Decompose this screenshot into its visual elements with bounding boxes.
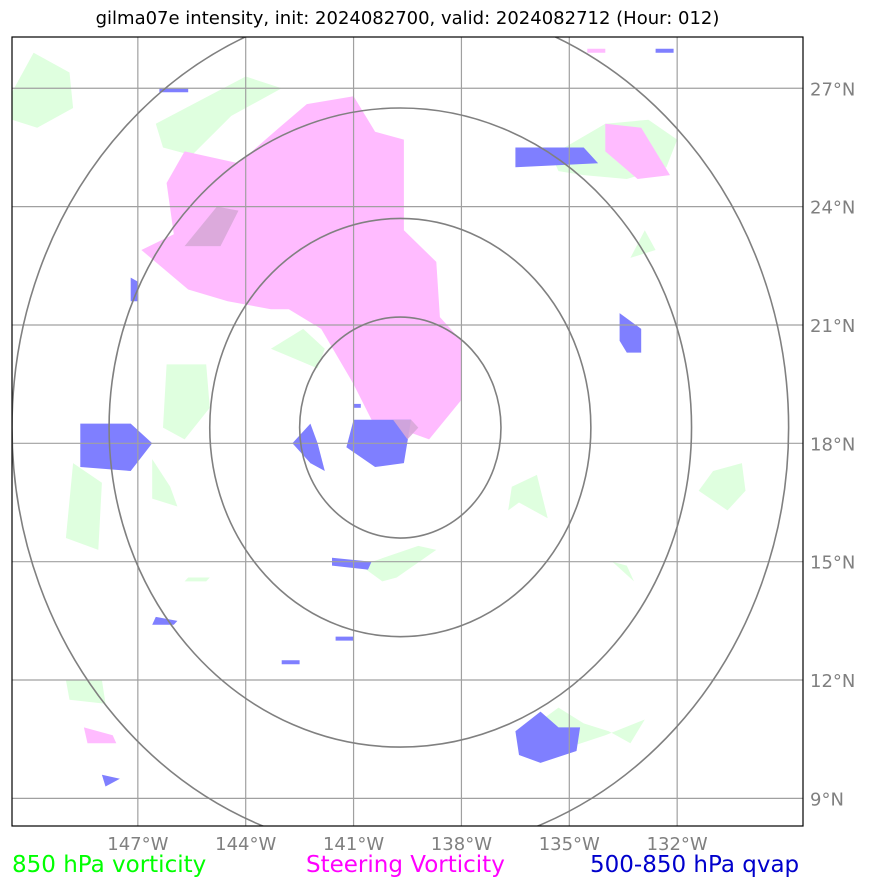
range-ring-2 [108,107,693,748]
x-tick-label-5: 132°W [647,834,708,855]
vort850-region-3 [630,230,656,258]
y-tick-labels: 9°N 12°N 15°N 18°N 21°N 24°N 27°N [810,79,855,810]
x-tick-label-0: 147°W [107,834,168,855]
qvap-region-0 [80,423,153,471]
plot-frame [11,36,804,827]
y-tick-label-3: 18°N [810,434,855,455]
legend-850-hpa-vorticity: 850 hPa vorticity [12,852,207,878]
qvap-region-13 [101,774,120,787]
legend-qvap: 500-850 hPa qvap [590,852,800,878]
vort850-region-8 [508,474,548,519]
x-tick-labels: 147°W 144°W 141°W 138°W 135°W 132°W [107,834,708,855]
qvap-region-14 [353,403,361,408]
overlap-region-0 [184,206,239,247]
range-ring-3 [12,37,790,826]
y-tick-label-6: 27°N [810,79,855,100]
qvap-region-6 [159,88,189,93]
y-tick-label-5: 24°N [810,198,855,219]
steering-region-2 [605,123,670,179]
legend-steering-vorticity: Steering Vorticity [306,852,505,878]
x-tick-label-3: 138°W [431,834,492,855]
qvap-region-2 [292,423,325,471]
qvap-region-4 [619,313,642,353]
qvap-region-7 [655,48,674,53]
qvap-region-9 [332,557,372,570]
qvap-region-11 [281,660,300,665]
x-tick-label-2: 141°W [323,834,384,855]
qvap-region-8 [130,277,138,302]
vort850-region-4 [163,364,210,440]
x-tick-label-1: 144°W [215,834,276,855]
chart-title: gilma07e intensity, init: 2024082700, va… [95,8,720,29]
steering-vorticity-layer [83,48,670,744]
y-tick-label-0: 9°N [810,789,844,810]
vort850-region-11 [612,561,634,582]
vort850-region-10 [360,545,437,582]
y-tick-label-1: 12°N [810,671,855,692]
range-rings [12,37,790,826]
vort850-region-12 [184,577,210,582]
range-ring-1 [208,217,592,638]
vort850-region-13 [65,680,106,704]
vort850-region-7 [152,459,178,507]
vort850-region-1 [155,76,282,156]
steering-region-0 [141,96,462,440]
overlap-layer [184,206,419,440]
vort850-region-9 [698,463,746,511]
x-tick-label-4: 135°W [539,834,600,855]
gridlines [12,37,803,826]
overlap-region-1 [393,419,419,440]
qvap-region-5 [515,711,581,763]
y-tick-label-2: 15°N [810,553,855,574]
qvap-region-12 [335,636,354,641]
qvap-region-10 [152,616,178,625]
y-tick-label-4: 21°N [810,316,855,337]
steering-region-1 [83,727,117,744]
vort850-region-0 [12,52,74,128]
vort850-region-5 [270,328,325,369]
range-ring-0 [298,316,502,539]
vort850-region-6 [65,463,102,550]
steering-region-3 [587,48,606,53]
